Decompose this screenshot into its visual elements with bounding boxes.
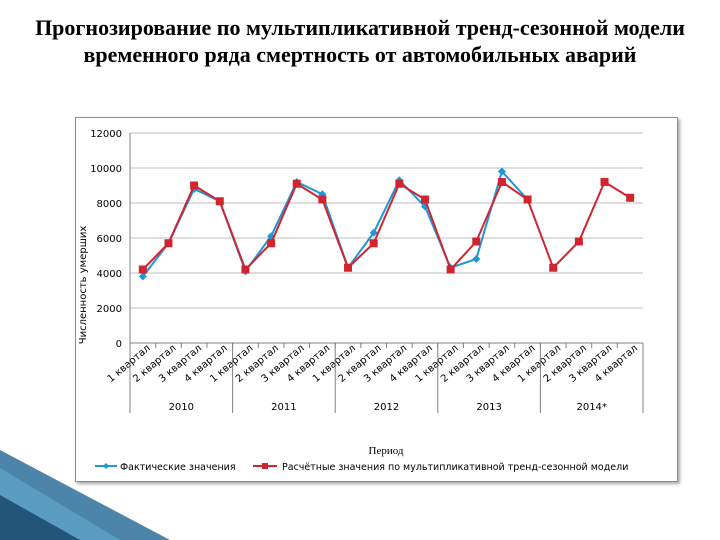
x-axis-title: Период [369,445,404,457]
data-point [138,265,147,274]
series-line [142,180,631,272]
x-group-label: 2010 [169,402,194,413]
data-point [369,239,378,248]
legend-label: Расчётные значения по мультипликативной … [282,462,628,473]
y-tick-label: 0 [116,339,122,350]
data-point [138,272,147,281]
data-point [549,263,558,272]
data-point [164,239,173,248]
y-tick-label: 10000 [90,164,122,175]
y-tick-label: 6000 [97,234,122,245]
y-tick-label: 12000 [90,129,122,140]
data-point [241,265,250,274]
chart-frame [75,117,678,482]
y-tick-label: 8000 [97,199,122,210]
data-point [292,179,301,188]
y-tick-label: 2000 [97,304,122,315]
data-point [497,178,506,186]
legend-marker [262,463,268,469]
data-point [215,197,224,206]
data-point [497,167,506,176]
legend-label: Фактические значения [120,462,236,473]
data-point [523,195,532,204]
data-point [267,239,276,248]
data-point [626,193,635,202]
data-point [600,178,609,186]
decorative-swoosh [0,450,170,540]
data-point [318,195,327,204]
x-group-label: 2013 [476,402,501,413]
slide-title: Прогнозирование по мультипликативной тре… [35,15,685,67]
data-point [344,263,353,272]
legend-marker [103,463,109,469]
x-group-label: 2014* [576,402,606,413]
data-point [369,228,378,237]
series-line [142,169,529,278]
y-axis-title: Численность умерших [78,226,89,345]
y-tick-label: 4000 [97,269,122,280]
data-point [472,237,481,246]
data-point [420,195,429,204]
x-group-label: 2012 [374,402,399,413]
data-point [472,255,481,263]
data-point [190,181,199,190]
data-point [395,179,404,188]
data-point [446,265,455,274]
data-point [574,237,583,246]
x-group-label: 2011 [271,402,296,413]
